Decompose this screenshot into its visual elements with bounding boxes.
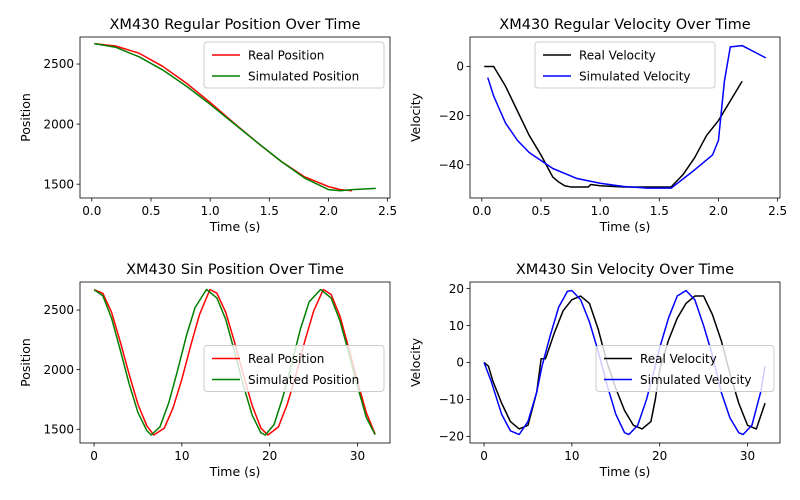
y-tick-label: 0 <box>456 60 464 74</box>
y-axis-label: Position <box>18 93 33 142</box>
y-tick-label: 2000 <box>43 363 74 377</box>
x-axis-label: Time (s) <box>209 219 261 234</box>
series-line <box>483 289 766 436</box>
axes-frame <box>79 281 391 444</box>
x-axis-label: Time (s) <box>599 464 651 479</box>
x-axis-label: Time (s) <box>209 464 261 479</box>
x-tick-label: 2.0 <box>319 204 338 218</box>
chart-title: XM430 Sin Position Over Time <box>126 262 344 278</box>
y-tick-label: −10 <box>439 393 464 407</box>
x-tick-label: 10 <box>564 449 579 463</box>
y-tick-label: 10 <box>449 319 464 333</box>
legend-label: Simulated Velocity <box>579 69 691 83</box>
y-axis-label: Position <box>18 338 33 387</box>
y-tick-label: 2500 <box>43 57 74 71</box>
legend: Real Position Simulated Position <box>203 345 385 392</box>
series-line <box>93 288 376 436</box>
x-tick-label: 2.5 <box>378 204 397 218</box>
y-axis-label: Velocity <box>408 92 423 142</box>
chart-panel-1: 0.0 0.5 1.0 1.5 2.0 2.5 −40 −20 0 XM430 Regular V… <box>408 17 787 234</box>
legend: Real Velocity Simulated Velocity <box>595 345 775 392</box>
legend-box <box>203 41 385 89</box>
x-tick-label: 30 <box>740 449 755 463</box>
x-tick-label: 1.5 <box>260 204 279 218</box>
x-tick-label: 1.5 <box>650 204 669 218</box>
x-tick-label: 0.0 <box>472 204 491 218</box>
legend: Real Velocity Simulated Velocity <box>534 41 716 89</box>
x-tick-label: 1.0 <box>201 204 220 218</box>
x-tick-label: 1.0 <box>591 204 610 218</box>
series-line <box>487 44 767 189</box>
x-tick-label: 30 <box>350 449 365 463</box>
y-tick-label: −40 <box>439 158 464 172</box>
x-tick-label: 0.5 <box>141 204 160 218</box>
y-tick-label: −20 <box>439 109 464 123</box>
legend-label: Real Position <box>248 48 324 62</box>
legend: Real Position Simulated Position <box>203 41 385 89</box>
x-axis-label: Time (s) <box>599 219 651 234</box>
series-line <box>483 295 766 430</box>
legend-label: Real Velocity <box>640 352 717 366</box>
y-tick-label: 1500 <box>43 177 74 191</box>
x-tick-label: 2.0 <box>709 204 728 218</box>
x-tick-label: 20 <box>262 449 277 463</box>
x-tick-label: 20 <box>652 449 667 463</box>
chart-panel-0: 0.0 0.5 1.0 1.5 2.0 2.5 1500 2000 2500 XM430 Regu… <box>18 17 397 234</box>
chart-panel-3: 0 10 20 30 −20 −10 0 10 20 XM430 Sin Velocity Ove… <box>408 262 781 479</box>
legend-box <box>534 41 716 89</box>
y-axis-label: Velocity <box>408 337 423 387</box>
legend-box <box>595 345 775 392</box>
y-tick-label: 20 <box>449 282 464 296</box>
axes-frame <box>79 36 391 199</box>
x-tick-label: 0.0 <box>82 204 101 218</box>
x-tick-label: 2.5 <box>768 204 787 218</box>
y-tick-label: −20 <box>439 430 464 444</box>
axes-frame <box>469 36 781 199</box>
y-tick-label: 2000 <box>43 117 74 131</box>
y-tick-label: 2500 <box>43 303 74 317</box>
legend-box <box>203 345 385 392</box>
x-tick-label: 0 <box>90 449 98 463</box>
y-tick-label: 0 <box>456 356 464 370</box>
chart-title: XM430 Regular Position Over Time <box>110 17 361 33</box>
legend-label: Real Position <box>248 352 324 366</box>
series-line <box>484 65 743 188</box>
chart-title: XM430 Regular Velocity Over Time <box>499 17 750 33</box>
x-tick-label: 0 <box>480 449 488 463</box>
legend-label: Simulated Position <box>248 69 359 83</box>
series-line <box>94 42 376 192</box>
chart-panel-2: 0 10 20 30 1500 2000 2500 XM430 Sin Position Ov… <box>18 262 391 479</box>
x-tick-label: 0.5 <box>531 204 550 218</box>
legend-label: Simulated Position <box>248 373 359 387</box>
chart-title: XM430 Sin Velocity Over Time <box>516 262 734 278</box>
x-tick-label: 10 <box>174 449 189 463</box>
legend-label: Real Velocity <box>579 48 656 62</box>
y-tick-label: 1500 <box>43 422 74 436</box>
legend-label: Simulated Velocity <box>640 373 752 387</box>
